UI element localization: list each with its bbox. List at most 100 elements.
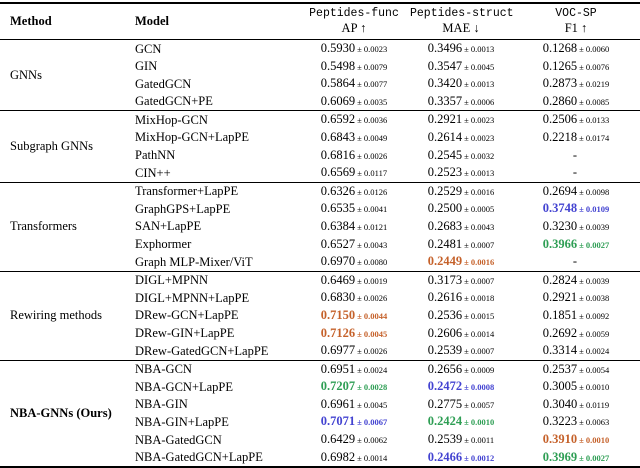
model-name: NBA-GCN+LapPE bbox=[135, 379, 234, 394]
method-group-label: Subgraph GNNs bbox=[10, 139, 93, 154]
metric-cell: 0.2683 ± 0.0043 bbox=[410, 218, 512, 236]
metric-cell: 0.3357 ± 0.0006 bbox=[410, 93, 512, 111]
metric-cell: 0.3969 ± 0.0027 bbox=[512, 449, 640, 468]
metric-cell: 0.6569 ± 0.0117 bbox=[298, 164, 410, 182]
metric-cell: 0.6977 ± 0.0026 bbox=[298, 342, 410, 360]
metric-value: 0.6592 bbox=[320, 112, 356, 127]
metric-cell: 0.6830 ± 0.0026 bbox=[298, 289, 410, 307]
metric-stddev: ± 0.0043 bbox=[357, 239, 388, 250]
metric-cell: 0.2523 ± 0.0013 bbox=[410, 164, 512, 182]
metric-value: 0.2500 bbox=[427, 201, 463, 216]
metric-cell: 0.7207 ± 0.0028 bbox=[298, 378, 410, 396]
metric-value: 0.6429 bbox=[320, 432, 356, 447]
table-row: NBA-GIN 0.6961 ± 0.0045 0.2775 ± 0.0057 0.… bbox=[0, 396, 640, 414]
metric-stddev: ± 0.0026 bbox=[357, 293, 388, 304]
model-name: GCN bbox=[135, 41, 162, 56]
table-row: Exphormer 0.6527 ± 0.0043 0.2481 ± 0.0007 … bbox=[0, 236, 640, 254]
metric-cell: 0.2616 ± 0.0018 bbox=[410, 289, 512, 307]
metric-value: 0.2606 bbox=[427, 325, 463, 340]
metric-value: 0.2775 bbox=[427, 396, 463, 411]
table-row: CIN++ 0.6569 ± 0.0117 0.2523 ± 0.0013 - bbox=[0, 164, 640, 182]
metric-cell: 0.6469 ± 0.0019 bbox=[298, 271, 410, 289]
method-column-header: Method bbox=[10, 13, 52, 28]
metric-stddev: ± 0.0043 bbox=[464, 221, 495, 232]
metric-stddev: ± 0.0133 bbox=[579, 115, 610, 126]
metric-cell: 0.5864 ± 0.0077 bbox=[298, 75, 410, 93]
model-name: DRew-GatedGCN+LapPE bbox=[135, 343, 269, 358]
metric-cell: 0.2500 ± 0.0005 bbox=[410, 200, 512, 218]
metric-stddev: ± 0.0013 bbox=[464, 79, 495, 90]
metric-stddev: ± 0.0085 bbox=[579, 96, 610, 107]
model-name: Graph MLP-Mixer/ViT bbox=[135, 254, 253, 269]
metric-value: 0.5498 bbox=[320, 58, 356, 73]
metric-cell: - bbox=[512, 253, 640, 271]
metric-value: 0.3969 bbox=[542, 449, 578, 464]
metric-value: 0.3496 bbox=[427, 41, 463, 55]
metric-stddev: ± 0.0077 bbox=[357, 79, 388, 90]
metric-value: 0.2218 bbox=[542, 129, 578, 144]
metric-stddev: ± 0.0018 bbox=[464, 293, 495, 304]
metric-value: 0.2537 bbox=[542, 361, 578, 376]
table-row: DIGL+MPNN+LapPE 0.6830 ± 0.0026 0.2616 ± 0… bbox=[0, 289, 640, 307]
metric-value: 0.6830 bbox=[320, 290, 356, 305]
metric-value: - bbox=[572, 165, 578, 180]
dataset-header-voc-sp: VOC-SP F1 ↑ bbox=[512, 3, 640, 40]
metric-value: 0.2873 bbox=[542, 76, 578, 91]
metric-stddev: ± 0.0007 bbox=[464, 239, 495, 250]
metric-cell: 0.6326 ± 0.0126 bbox=[298, 182, 410, 200]
metric-cell: 0.6951 ± 0.0024 bbox=[298, 360, 410, 378]
metric-cell: 0.2537 ± 0.0054 bbox=[512, 360, 640, 378]
table-row: MixHop-GCN+LapPE 0.6843 ± 0.0049 0.2614 ± … bbox=[0, 129, 640, 147]
metric-value: 0.2506 bbox=[542, 112, 578, 127]
metric-cell: 0.2545 ± 0.0032 bbox=[410, 147, 512, 165]
metric-cell: 0.2921 ± 0.0038 bbox=[512, 289, 640, 307]
metric-value: 0.2824 bbox=[542, 272, 578, 287]
metric-cell: 0.2424 ± 0.0010 bbox=[410, 413, 512, 431]
table-row: GatedGCN+PE 0.6069 ± 0.0035 0.3357 ± 0.000… bbox=[0, 93, 640, 111]
metric-cell: 0.2614 ± 0.0023 bbox=[410, 129, 512, 147]
metric-value: 0.6469 bbox=[320, 272, 356, 287]
metric-value: 0.7207 bbox=[320, 379, 356, 394]
metric-cell: - bbox=[512, 147, 640, 165]
metric-cell: 0.2218 ± 0.0174 bbox=[512, 129, 640, 147]
metric-value: - bbox=[572, 147, 578, 162]
metric-value: 0.7150 bbox=[320, 307, 356, 322]
metric-stddev: ± 0.0026 bbox=[357, 150, 388, 161]
metric-stddev: ± 0.0063 bbox=[579, 417, 610, 428]
metric-stddev: ± 0.0006 bbox=[464, 96, 495, 107]
model-name: GatedGCN bbox=[135, 76, 192, 91]
metric-stddev: ± 0.0049 bbox=[357, 132, 388, 143]
metric-stddev: ± 0.0010 bbox=[464, 417, 495, 428]
table-row: GIN 0.5498 ± 0.0079 0.3547 ± 0.0045 0.1265… bbox=[0, 58, 640, 76]
model-name: CIN++ bbox=[135, 165, 171, 180]
metric-cell: 0.7071 ± 0.0067 bbox=[298, 413, 410, 431]
model-name: GraphGPS+LapPE bbox=[135, 201, 231, 216]
metric-cell: 0.6384 ± 0.0121 bbox=[298, 218, 410, 236]
metric-value: 0.2539 bbox=[427, 343, 463, 358]
metric-stddev: ± 0.0045 bbox=[464, 61, 495, 72]
metric-stddev: ± 0.0079 bbox=[357, 61, 388, 72]
metric-cell: 0.7126 ± 0.0045 bbox=[298, 325, 410, 343]
table-row: NBA-GIN+LapPE 0.7071 ± 0.0067 0.2424 ± 0.0… bbox=[0, 413, 640, 431]
metric-cell: 0.3420 ± 0.0013 bbox=[410, 75, 512, 93]
metric-stddev: ± 0.0027 bbox=[579, 452, 610, 463]
metric-cell: 0.3314 ± 0.0024 bbox=[512, 342, 640, 360]
metric-cell: 0.6592 ± 0.0036 bbox=[298, 111, 410, 129]
method-group-label: Rewiring methods bbox=[10, 308, 103, 323]
metric-stddev: ± 0.0008 bbox=[464, 382, 495, 393]
metric-value: 0.3173 bbox=[427, 272, 463, 287]
metric-stddev: ± 0.0012 bbox=[464, 452, 495, 463]
metric-value: 0.6982 bbox=[320, 449, 356, 464]
metric-cell: 0.6527 ± 0.0043 bbox=[298, 236, 410, 254]
model-name: MixHop-GCN+LapPE bbox=[135, 130, 249, 145]
metric-value: 0.2921 bbox=[427, 112, 463, 127]
method-group-label: GNNs bbox=[10, 67, 42, 82]
metric-cell: 0.2873 ± 0.0219 bbox=[512, 75, 640, 93]
model-name: DIGL+MPNN bbox=[135, 273, 209, 288]
metric-cell: 0.6970 ± 0.0080 bbox=[298, 253, 410, 271]
model-name: NBA-GCN bbox=[135, 362, 192, 377]
metric-value: 0.3357 bbox=[427, 93, 463, 108]
metric-stddev: ± 0.0080 bbox=[357, 257, 388, 268]
metric-stddev: ± 0.0038 bbox=[579, 293, 610, 304]
metric-stddev: ± 0.0016 bbox=[464, 186, 495, 197]
